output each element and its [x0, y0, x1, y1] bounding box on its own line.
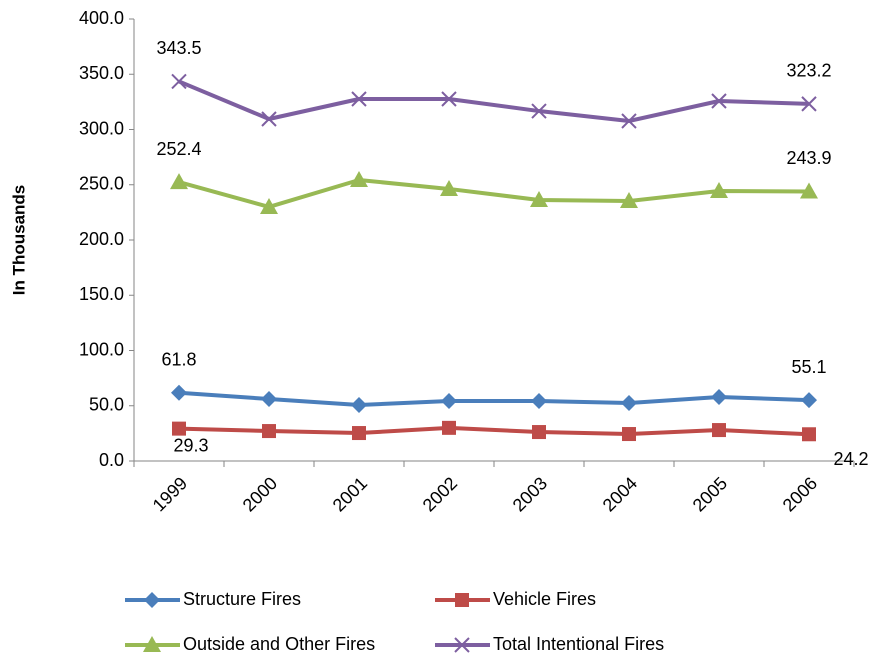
data-label: 243.9	[786, 148, 831, 168]
data-label: 24.2	[833, 449, 868, 469]
x-tick-label: 1999	[149, 473, 191, 515]
legend-label: Outside and Other Fires	[183, 634, 375, 654]
y-tick-label: 0.0	[99, 450, 124, 470]
x-tick-label: 2002	[419, 473, 461, 515]
marker	[441, 91, 457, 107]
x-tick-label: 2005	[689, 473, 731, 515]
marker	[621, 394, 637, 411]
marker	[710, 182, 728, 199]
line	[178, 425, 810, 437]
x-tick-label: 2004	[599, 473, 641, 515]
marker	[350, 170, 368, 187]
marker	[455, 593, 469, 607]
marker	[712, 423, 726, 438]
y-tick-label: 200.0	[79, 229, 124, 249]
marker	[801, 392, 817, 409]
marker	[260, 197, 278, 214]
series	[171, 73, 817, 129]
legend-label: Total Intentional Fires	[493, 634, 664, 654]
marker	[171, 384, 187, 401]
line	[178, 79, 810, 123]
marker	[144, 592, 160, 608]
marker	[351, 91, 367, 107]
marker	[800, 182, 818, 199]
y-tick-label: 250.0	[79, 174, 124, 194]
legend-label: Structure Fires	[183, 589, 301, 609]
y-tick-label: 300.0	[79, 118, 124, 138]
x-tick-label: 2006	[779, 473, 821, 515]
marker	[261, 391, 277, 408]
marker	[620, 191, 638, 208]
marker	[143, 636, 161, 652]
marker	[440, 179, 458, 196]
marker	[711, 389, 727, 406]
marker	[622, 427, 636, 442]
marker	[442, 420, 456, 435]
marker	[621, 113, 637, 129]
marker	[532, 425, 546, 440]
y-tick-label: 150.0	[79, 284, 124, 304]
data-label: 55.1	[791, 357, 826, 377]
y-tick-label: 400.0	[79, 8, 124, 28]
marker	[170, 173, 188, 190]
marker	[711, 93, 727, 109]
series	[172, 420, 816, 442]
marker	[802, 427, 816, 442]
marker	[172, 421, 186, 436]
x-tick-label: 2003	[509, 473, 551, 515]
line	[178, 390, 810, 407]
marker	[801, 96, 817, 112]
y-axis-title: In Thousands	[9, 185, 28, 296]
line	[178, 177, 810, 209]
marker	[530, 190, 548, 207]
data-label: 61.8	[161, 349, 196, 369]
data-label: 252.4	[156, 139, 201, 159]
marker	[454, 637, 470, 653]
marker	[441, 392, 457, 409]
marker	[261, 111, 277, 127]
marker	[352, 426, 366, 441]
x-tick-label: 2001	[329, 473, 371, 515]
data-label: 343.5	[156, 38, 201, 58]
x-tick-label: 2000	[239, 473, 281, 515]
marker	[531, 392, 547, 409]
marker	[262, 424, 276, 439]
y-tick-label: 350.0	[79, 63, 124, 83]
series	[171, 384, 817, 413]
data-label: 29.3	[173, 435, 208, 455]
marker	[531, 103, 547, 119]
data-label: 323.2	[786, 61, 831, 81]
y-tick-label: 50.0	[89, 395, 124, 415]
marker	[171, 73, 187, 90]
marker	[351, 396, 367, 413]
legend-label: Vehicle Fires	[493, 589, 596, 609]
y-tick-label: 100.0	[79, 339, 124, 359]
series	[170, 170, 818, 214]
